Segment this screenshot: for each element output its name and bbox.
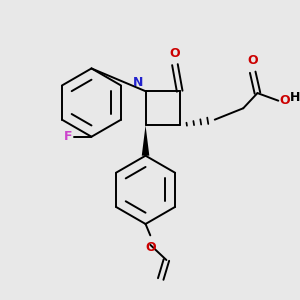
Text: O: O (248, 55, 258, 68)
Text: F: F (64, 130, 73, 143)
Text: O: O (279, 94, 290, 107)
Text: O: O (145, 241, 156, 254)
Text: O: O (169, 47, 180, 60)
Polygon shape (142, 125, 149, 156)
Text: N: N (133, 76, 144, 89)
Text: H: H (290, 91, 300, 104)
